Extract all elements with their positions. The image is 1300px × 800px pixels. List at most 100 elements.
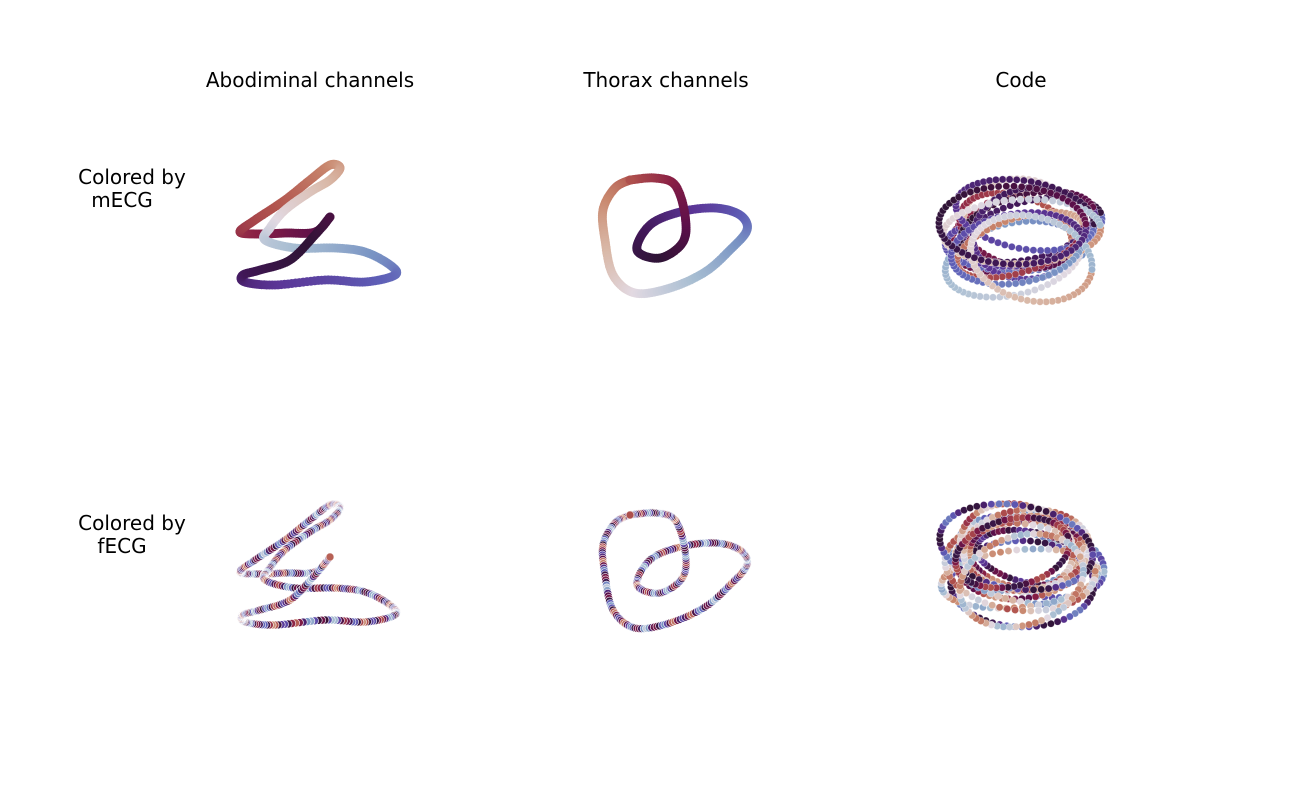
code-fecg-point [1068,520,1077,529]
thorax-fecg-point [625,510,635,520]
code-mecg-point [1025,277,1034,286]
code-mecg-point [984,199,993,208]
thorax-mecg-plot [597,173,752,299]
code-fecg-point [1042,599,1051,608]
code-mecg-point [992,198,1001,206]
code-mecg-point [1024,195,1033,204]
code-mecg-point [1043,280,1052,289]
code-mecg-point [1018,278,1027,287]
code-fecg-point [980,545,989,554]
code-fecg-point [995,499,1003,508]
code-mecg-point [1038,273,1047,282]
code-mecg-point [1022,245,1031,254]
code-fecg-point [1012,546,1021,554]
abdominal-fecg-point [325,552,335,562]
row-label-fecg-line2: fECG [97,534,147,558]
code-fecg-point [974,596,983,604]
code-mecg-point [1032,275,1040,284]
code-fecg-point [1088,550,1097,559]
code-mecg-point [1081,220,1090,228]
code-fecg-point [1042,507,1050,516]
code-fecg-point [1003,605,1012,613]
code-fecg-point [1042,606,1050,614]
code-fecg-point [1018,621,1027,630]
code-fecg-point [966,504,974,512]
code-mecg-point [1016,195,1025,204]
abdominal-mecg-plot [235,159,402,290]
thorax-mecg-point [625,175,635,185]
code-mecg-point [1088,265,1096,274]
code-fecg-point [1037,585,1046,594]
code-fecg-point [979,501,988,509]
code-mecg-point [1022,260,1031,268]
code-mecg-point [1017,182,1026,191]
code-mecg-point [1036,297,1044,306]
code-mecg-point [999,259,1008,268]
thorax-fecg-plot [598,508,752,633]
code-fecg-point [1056,513,1064,522]
code-mecg-point [1044,256,1052,265]
code-fecg-point [1003,500,1011,508]
code-fecg-point [1029,545,1037,553]
code-fecg-point [1031,618,1040,627]
code-mecg-point [1033,195,1041,204]
code-mecg-point [1032,185,1041,193]
code-mecg-point [987,183,995,192]
code-fecg-point [1052,546,1061,554]
code-fecg-point [1044,545,1053,554]
row-label-mecg: Colored by mECG [62,166,202,212]
code-mecg-point [977,255,986,264]
code-mecg-point [1048,197,1057,205]
abdominal-mecg-point [325,212,335,222]
code-mecg-point [1050,254,1059,263]
code-fecg-point [1036,522,1045,531]
code-fecg-point [1031,592,1040,601]
code-fecg-point [1051,583,1060,592]
code-fecg-point [1010,500,1019,509]
code-fecg-point [1026,607,1035,615]
code-fecg-point [1016,531,1025,539]
code-fecg-point [1010,532,1019,541]
code-mecg-point [980,184,988,193]
code-mecg-point [1005,175,1014,184]
code-mecg-point [1014,260,1023,269]
code-mecg-point [1030,286,1039,294]
row-label-fecg: Colored by fECG [62,512,202,558]
code-fecg-point [1019,606,1027,615]
code-mecg-point [989,293,997,302]
code-mecg-point [1029,246,1038,255]
column-title-abdominal: Abodiminal channels [205,68,415,92]
code-mecg-point [1024,288,1032,296]
code-mecg-point [994,182,1003,191]
code-fecg-point [1018,501,1027,510]
code-fecg-point [1057,595,1066,604]
code-fecg-point [1037,545,1045,553]
code-fecg-point [995,603,1004,612]
code-fecg-point [988,601,997,610]
code-mecg-point [1050,246,1059,254]
code-fecg-point [987,500,996,509]
code-fecg-point [1026,503,1035,511]
code-fecg-point [1026,537,1035,545]
code-mecg-plot [934,174,1106,306]
code-mecg-point [1023,296,1032,305]
code-mecg-point [1029,259,1038,268]
code-fecg-point [994,592,1002,600]
code-fecg-point [1004,547,1013,555]
column-title-thorax: Thorax channels [583,68,749,92]
code-fecg-point [972,502,981,511]
code-fecg-point [1062,516,1071,525]
code-mecg-point [1039,186,1048,195]
code-mecg-point [1008,196,1017,204]
code-mecg-point [1011,279,1020,288]
code-mecg-point [1010,182,1018,191]
code-fecg-point [1029,521,1037,529]
code-mecg-point [1041,196,1049,204]
code-fecg-point [988,549,997,558]
code-fecg-point [1025,620,1033,629]
code-mecg-point [1037,283,1046,292]
code-mecg-point [1011,270,1020,279]
row-label-fecg-line1: Colored by [78,511,186,535]
code-fecg-plot [935,499,1108,631]
code-mecg-point [998,175,1007,184]
